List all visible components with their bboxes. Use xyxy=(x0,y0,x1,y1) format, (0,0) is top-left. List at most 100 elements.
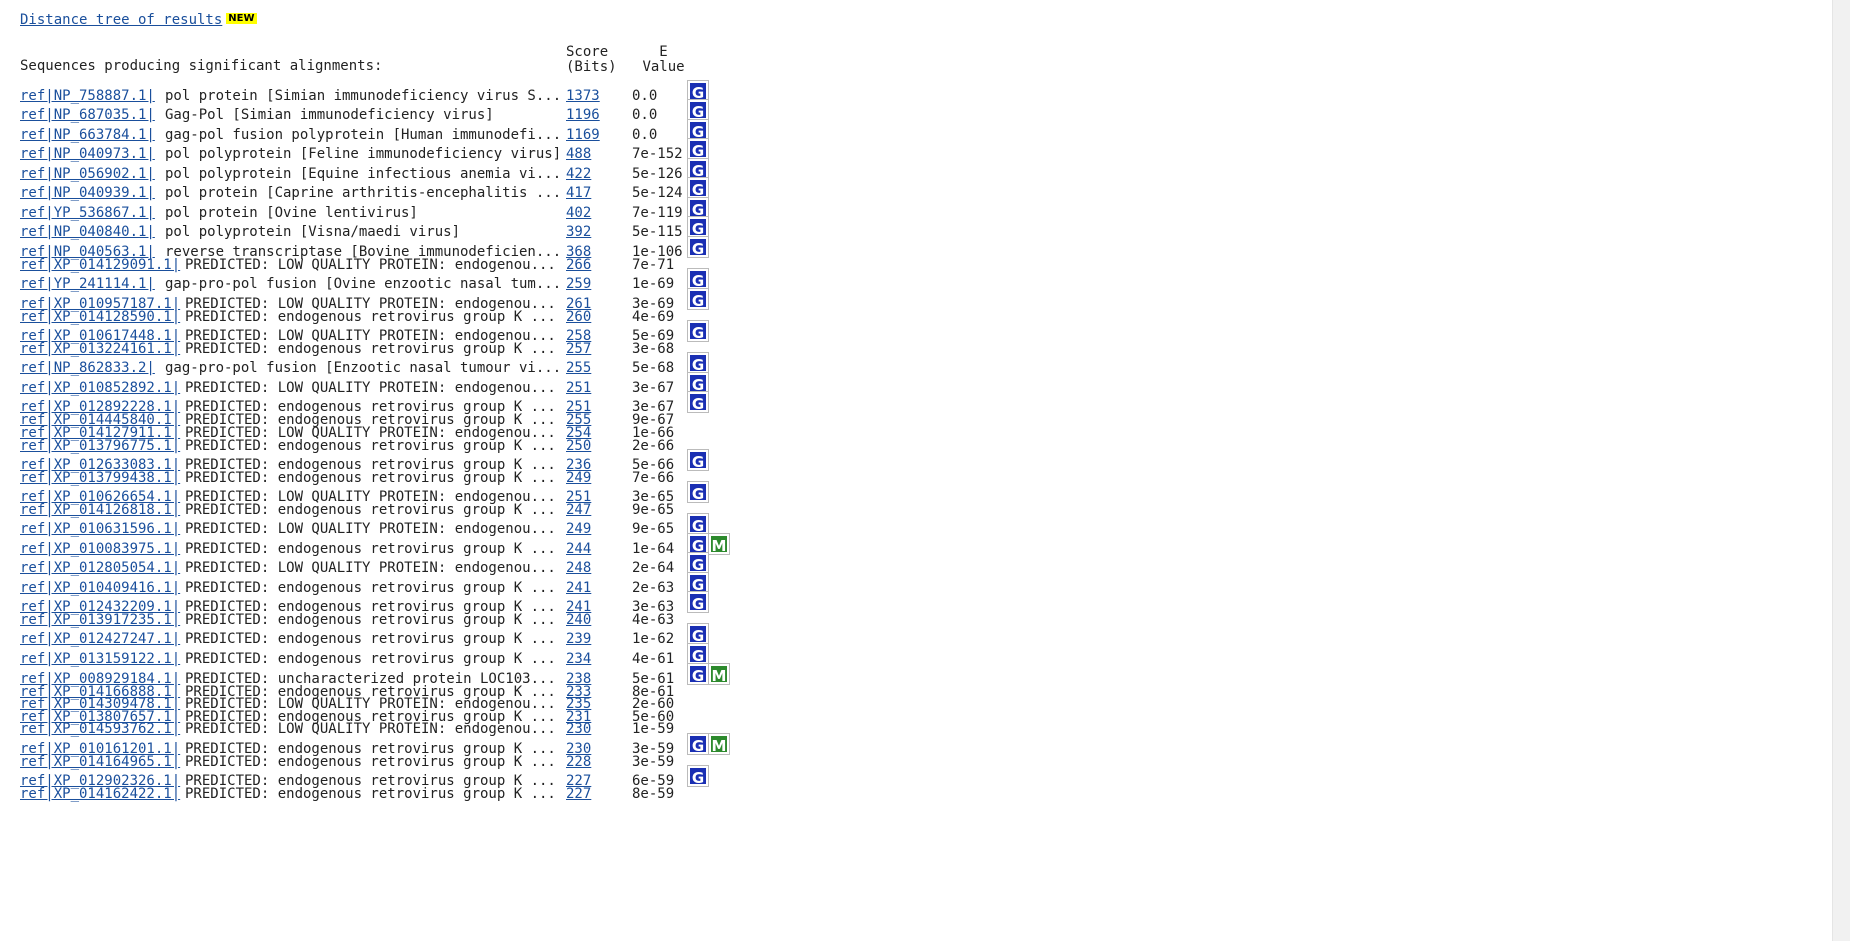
accession-link[interactable]: ref|NP_056902.1| xyxy=(20,166,155,182)
g-linkout-icon[interactable]: G xyxy=(687,449,709,471)
accession-link[interactable]: ref|XP_010161201.1| xyxy=(20,741,181,757)
accession-link[interactable]: ref|XP_013159122.1| xyxy=(20,651,181,667)
g-linkout-icon[interactable]: G xyxy=(687,572,709,594)
accession-link[interactable]: ref|XP_010631596.1| xyxy=(20,521,181,537)
g-linkout-icon[interactable]: G xyxy=(687,216,709,238)
accession-link[interactable]: ref|XP_010083975.1| xyxy=(20,541,181,557)
g-linkout-icon[interactable]: G xyxy=(687,197,709,219)
score-link[interactable]: 258 xyxy=(566,328,592,344)
score-link[interactable]: 260 xyxy=(566,309,592,325)
accession-link[interactable]: ref|XP_014593762.1| xyxy=(20,721,181,737)
g-linkout-icon[interactable]: G xyxy=(687,643,709,665)
score-link[interactable]: 244 xyxy=(566,541,592,557)
score-link[interactable]: 233 xyxy=(566,684,592,700)
accession-link[interactable]: ref|XP_013796775.1| xyxy=(20,438,181,454)
score-link[interactable]: 402 xyxy=(566,205,592,221)
score-link[interactable]: 259 xyxy=(566,276,592,292)
g-linkout-icon[interactable]: G xyxy=(687,481,709,503)
score-link[interactable]: 241 xyxy=(566,580,592,596)
score-link[interactable]: 392 xyxy=(566,224,592,240)
accession-link[interactable]: ref|XP_014128590.1| xyxy=(20,309,181,325)
g-linkout-icon[interactable]: G xyxy=(687,733,709,755)
score-link[interactable]: 231 xyxy=(566,709,592,725)
accession-link[interactable]: ref|NP_040840.1| xyxy=(20,224,155,240)
accession-link[interactable]: ref|XP_012427247.1| xyxy=(20,631,181,647)
score-link[interactable]: 257 xyxy=(566,341,592,357)
score-link[interactable]: 251 xyxy=(566,380,592,396)
score-link[interactable]: 255 xyxy=(566,360,592,376)
score-link[interactable]: 254 xyxy=(566,425,592,441)
score-link[interactable]: 228 xyxy=(566,754,592,770)
accession-link[interactable]: ref|XP_010617448.1| xyxy=(20,328,181,344)
accession-link[interactable]: ref|XP_013224161.1| xyxy=(20,341,181,357)
accession-link[interactable]: ref|XP_014445840.1| xyxy=(20,412,181,428)
accession-link[interactable]: ref|XP_014166888.1| xyxy=(20,684,181,700)
score-link[interactable]: 235 xyxy=(566,696,592,712)
score-link[interactable]: 236 xyxy=(566,457,592,473)
g-linkout-icon[interactable]: G xyxy=(687,99,709,121)
score-link[interactable]: 249 xyxy=(566,521,592,537)
g-linkout-icon[interactable]: G xyxy=(687,320,709,342)
accession-link[interactable]: ref|NP_040973.1| xyxy=(20,146,155,162)
accession-link[interactable]: ref|XP_012805054.1| xyxy=(20,560,181,576)
m-linkout-icon[interactable]: M xyxy=(708,533,730,555)
g-linkout-icon[interactable]: G xyxy=(687,513,709,535)
accession-link[interactable]: ref|XP_014129091.1| xyxy=(20,257,181,273)
accession-link[interactable]: ref|XP_012892228.1| xyxy=(20,399,181,415)
accession-link[interactable]: ref|NP_040563.1| xyxy=(20,244,155,260)
accession-link[interactable]: ref|XP_010852892.1| xyxy=(20,380,181,396)
accession-link[interactable]: ref|XP_008929184.1| xyxy=(20,671,181,687)
accession-link[interactable]: ref|XP_010409416.1| xyxy=(20,580,181,596)
accession-link[interactable]: ref|NP_687035.1| xyxy=(20,107,155,123)
accession-link[interactable]: ref|NP_040939.1| xyxy=(20,185,155,201)
score-link[interactable]: 1169 xyxy=(566,127,600,143)
score-link[interactable]: 230 xyxy=(566,741,592,757)
score-link[interactable]: 248 xyxy=(566,560,592,576)
score-link[interactable]: 266 xyxy=(566,257,592,273)
g-linkout-icon[interactable]: G xyxy=(687,372,709,394)
score-link[interactable]: 251 xyxy=(566,489,592,505)
distance-tree-link[interactable]: Distance tree of results xyxy=(20,12,223,28)
accession-link[interactable]: ref|NP_663784.1| xyxy=(20,127,155,143)
score-link[interactable]: 239 xyxy=(566,631,592,647)
score-link[interactable]: 234 xyxy=(566,651,592,667)
score-link[interactable]: 1196 xyxy=(566,107,600,123)
score-link[interactable]: 488 xyxy=(566,146,592,162)
accession-link[interactable]: ref|XP_012432209.1| xyxy=(20,599,181,615)
accession-link[interactable]: ref|XP_013799438.1| xyxy=(20,470,181,486)
score-link[interactable]: 238 xyxy=(566,671,592,687)
score-link[interactable]: 255 xyxy=(566,412,592,428)
g-linkout-icon[interactable]: G xyxy=(687,533,709,555)
accession-link[interactable]: ref|XP_010626654.1| xyxy=(20,489,181,505)
g-linkout-icon[interactable]: G xyxy=(687,236,709,258)
score-link[interactable]: 261 xyxy=(566,296,592,312)
accession-link[interactable]: ref|XP_014127911.1| xyxy=(20,425,181,441)
g-linkout-icon[interactable]: G xyxy=(687,268,709,290)
accession-link[interactable]: ref|YP_536867.1| xyxy=(20,205,155,221)
m-linkout-icon[interactable]: M xyxy=(708,663,730,685)
accession-link[interactable]: ref|XP_010957187.1| xyxy=(20,296,181,312)
accession-link[interactable]: ref|XP_012902326.1| xyxy=(20,773,181,789)
score-link[interactable]: 250 xyxy=(566,438,592,454)
score-link[interactable]: 240 xyxy=(566,612,592,628)
g-linkout-icon[interactable]: G xyxy=(687,80,709,102)
g-linkout-icon[interactable]: G xyxy=(687,552,709,574)
score-link[interactable]: 368 xyxy=(566,244,592,260)
g-linkout-icon[interactable]: G xyxy=(687,352,709,374)
g-linkout-icon[interactable]: G xyxy=(687,663,709,685)
accession-link[interactable]: ref|XP_013917235.1| xyxy=(20,612,181,628)
score-link[interactable]: 251 xyxy=(566,399,592,415)
m-linkout-icon[interactable]: M xyxy=(708,733,730,755)
g-linkout-icon[interactable]: G xyxy=(687,591,709,613)
g-linkout-icon[interactable]: G xyxy=(687,119,709,141)
g-linkout-icon[interactable]: G xyxy=(687,623,709,645)
accession-link[interactable]: ref|YP_241114.1| xyxy=(20,276,155,292)
score-link[interactable]: 249 xyxy=(566,470,592,486)
g-linkout-icon[interactable]: G xyxy=(687,765,709,787)
score-link[interactable]: 227 xyxy=(566,786,592,802)
accession-link[interactable]: ref|NP_758887.1| xyxy=(20,88,155,104)
accession-link[interactable]: ref|XP_014164965.1| xyxy=(20,754,181,770)
g-linkout-icon[interactable]: G xyxy=(687,288,709,310)
score-link[interactable]: 247 xyxy=(566,502,592,518)
accession-link[interactable]: ref|XP_014309478.1| xyxy=(20,696,181,712)
